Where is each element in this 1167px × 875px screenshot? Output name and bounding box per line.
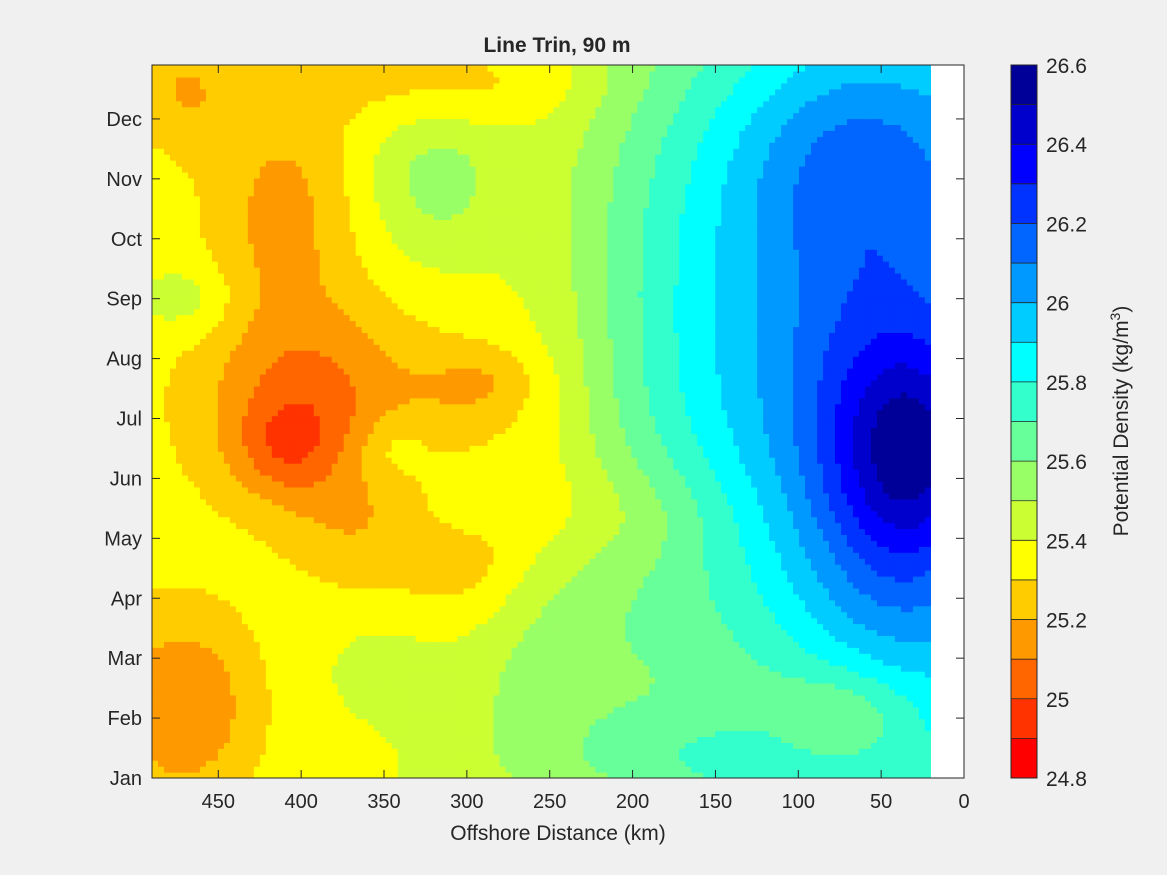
colorbar-swatch	[1011, 223, 1037, 264]
colorbar-frame	[1010, 64, 1038, 779]
y-tick-label: Jun	[110, 468, 142, 490]
y-tick-label: Jan	[110, 768, 142, 790]
colorbar-tick-label: 25.8	[1046, 372, 1087, 395]
y-tick-label: Oct	[111, 229, 143, 251]
colorbar-swatch	[1011, 738, 1037, 779]
x-tick-label: 0	[958, 791, 969, 813]
colorbar-swatch	[1011, 65, 1037, 105]
x-axis-label: Offshore Distance (km)	[450, 822, 666, 845]
colorbar-tick-label: 25.6	[1046, 451, 1087, 474]
x-tick-label: 100	[782, 791, 815, 813]
colorbar-tick-label: 26	[1046, 293, 1069, 316]
x-tick-label: 200	[616, 791, 649, 813]
x-tick-label: 400	[284, 791, 317, 813]
colorbar-label: Potential Density (kg/m3)	[1107, 306, 1133, 537]
y-tick-label: Nov	[106, 169, 142, 191]
colorbar-swatch	[1011, 698, 1037, 739]
colorbar-swatch	[1011, 381, 1037, 422]
y-tick-label: Mar	[108, 648, 143, 670]
y-tick-label: Jul	[116, 409, 142, 431]
colorbar-tick-label: 25	[1046, 689, 1069, 712]
x-tick-label: 350	[367, 791, 400, 813]
x-axis: 450 400 350 300 250 200 150 100 50 0	[202, 65, 970, 813]
x-tick-label: 250	[533, 791, 566, 813]
x-tick-label: 50	[870, 791, 892, 813]
colorbar-swatch	[1011, 183, 1037, 224]
x-tick-label: 450	[202, 791, 235, 813]
colorbar-swatch	[1011, 540, 1037, 581]
colorbar-swatch	[1011, 302, 1037, 343]
colorbar-swatch	[1011, 461, 1037, 502]
colorbar-tick-label: 26.2	[1046, 213, 1087, 236]
colorbar-swatch	[1011, 144, 1037, 185]
colorbar: 24.8 25 25.2 25.4 25.6 25.8 26 26.2 26.4 26.6	[1010, 55, 1087, 791]
colorbar-tick-label: 24.8	[1046, 768, 1087, 791]
contour-field	[152, 65, 931, 778]
y-tick-label: Apr	[111, 588, 142, 610]
y-tick-label: Feb	[108, 708, 142, 730]
plot-box	[151, 64, 965, 779]
x-tick-label: 300	[450, 791, 483, 813]
colorbar-swatch	[1011, 263, 1037, 303]
x-tick-label: 150	[699, 791, 732, 813]
colorbar-tick-label: 25.4	[1046, 530, 1087, 553]
colorbar-tick-label: 25.2	[1046, 610, 1087, 633]
colorbar-swatch	[1011, 421, 1037, 462]
colorbar-swatch	[1011, 579, 1037, 620]
y-tick-label: Sep	[106, 289, 142, 311]
y-axis: Jan Feb Mar Apr May Jun Jul Aug Sep Oct Nov Dec	[104, 109, 964, 790]
colorbar-label-close: )	[1110, 306, 1133, 313]
y-tick-label: Aug	[106, 349, 142, 371]
colorbar-label-superscript: 3	[1107, 312, 1123, 320]
colorbar-swatch	[1011, 342, 1037, 383]
colorbar-swatch	[1011, 659, 1037, 700]
colorbar-tick-label: 26.6	[1046, 55, 1087, 78]
y-tick-label: May	[104, 528, 142, 550]
colorbar-swatch	[1011, 500, 1037, 541]
chart-title: Line Trin, 90 m	[483, 34, 630, 57]
colorbar-label-base: Potential Density (kg/m	[1110, 320, 1133, 536]
y-tick-label: Dec	[106, 109, 142, 131]
colorbar-swatch	[1011, 104, 1037, 145]
colorbar-tick-label: 26.4	[1046, 134, 1087, 157]
colorbar-swatch	[1011, 619, 1037, 660]
